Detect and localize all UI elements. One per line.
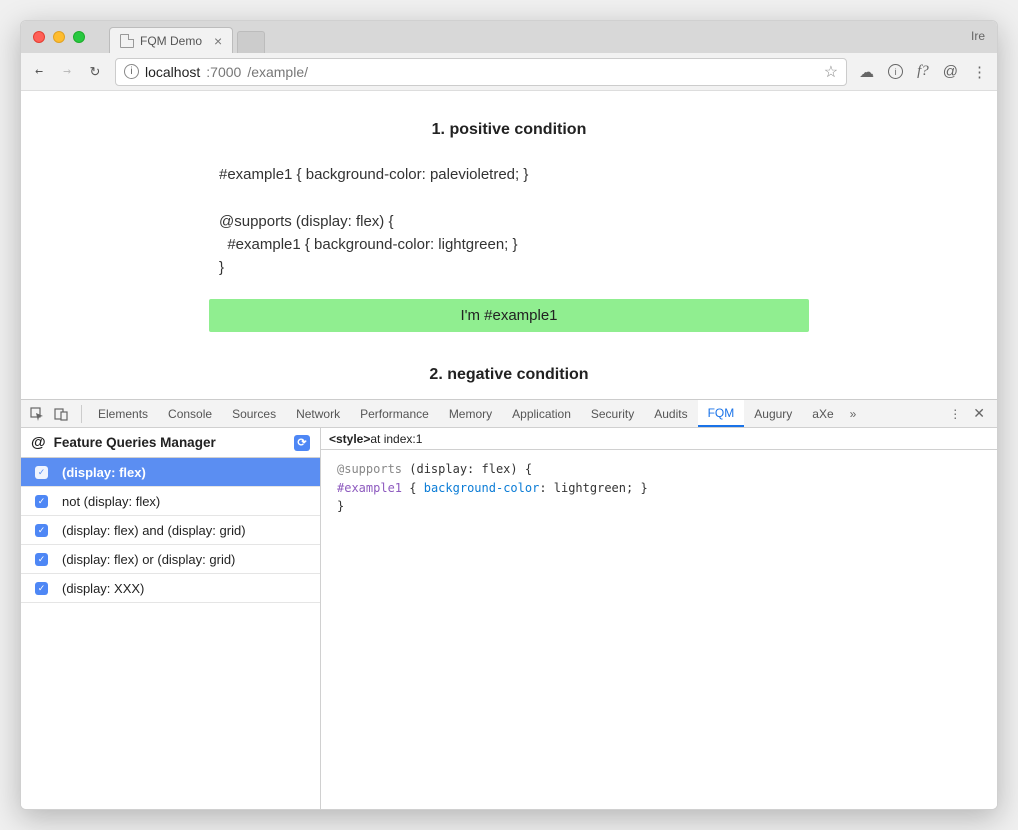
devtools-tabstrip: ElementsConsoleSourcesNetworkPerformance… bbox=[21, 400, 997, 428]
feature-query-list: ✓ (display: flex) ✓ not (display: flex) ✓ (di… bbox=[21, 458, 320, 603]
browser-toolbar: ← → ↻ i localhost :7000/example/ ☆ ☁ i f?… bbox=[21, 53, 997, 91]
browser-window: FQM Demo × Ire ← → ↻ i localhost :7000/ex… bbox=[20, 20, 998, 810]
devtools-tab-audits[interactable]: Audits bbox=[644, 400, 697, 427]
devtools-overflow-icon[interactable]: » bbox=[844, 407, 863, 421]
feature-query-row[interactable]: ✓ (display: flex) or (display: grid) bbox=[21, 545, 320, 574]
at-extension-icon[interactable]: @ bbox=[943, 63, 958, 80]
devtools-tab-application[interactable]: Application bbox=[502, 400, 581, 427]
query-label: (display: XXX) bbox=[62, 581, 144, 596]
url-port: :7000 bbox=[206, 64, 241, 80]
minimize-window-button[interactable] bbox=[53, 31, 65, 43]
url-host: localhost bbox=[145, 64, 200, 80]
close-window-button[interactable] bbox=[33, 31, 45, 43]
address-bar[interactable]: i localhost :7000/example/ ☆ bbox=[115, 58, 847, 86]
tab-title: FQM Demo bbox=[140, 34, 202, 48]
info-extension-icon[interactable]: i bbox=[888, 64, 903, 79]
fqm-source-pane: <style> at index:1 @supports (display: f… bbox=[321, 428, 997, 809]
page-icon bbox=[120, 34, 134, 48]
devtools-tab-security[interactable]: Security bbox=[581, 400, 644, 427]
maximize-window-button[interactable] bbox=[73, 31, 85, 43]
devtools-close-icon[interactable]: ✕ bbox=[967, 405, 991, 422]
devtools-tab-fqm[interactable]: FQM bbox=[698, 400, 745, 427]
fqm-header: @ Feature Queries Manager ⟳ bbox=[21, 428, 320, 458]
section-2-title: 2. negative condition bbox=[21, 366, 997, 384]
site-info-icon[interactable]: i bbox=[124, 64, 139, 79]
refresh-button[interactable]: ⟳ bbox=[294, 435, 310, 451]
browser-tab-active[interactable]: FQM Demo × bbox=[109, 27, 233, 53]
bookmark-icon[interactable]: ☆ bbox=[824, 62, 838, 82]
devtools-tab-memory[interactable]: Memory bbox=[439, 400, 502, 427]
example1-box: I'm #example1 bbox=[209, 299, 809, 332]
query-label: (display: flex) bbox=[62, 465, 146, 480]
example1-text: I'm #example1 bbox=[460, 307, 557, 324]
browser-menu-icon[interactable]: ⋮ bbox=[972, 63, 987, 81]
query-checkbox[interactable]: ✓ bbox=[35, 553, 48, 566]
devtools-tab-augury[interactable]: Augury bbox=[744, 400, 802, 427]
url-path: /example/ bbox=[247, 64, 308, 80]
source-header: <style> at index:1 bbox=[321, 428, 997, 450]
inspect-element-icon[interactable] bbox=[27, 404, 47, 424]
devtools-menu-icon[interactable]: ⋮ bbox=[943, 407, 967, 421]
devtools-tab-elements[interactable]: Elements bbox=[88, 400, 158, 427]
cloud-icon[interactable]: ☁ bbox=[859, 63, 874, 81]
devtools-tab-network[interactable]: Network bbox=[286, 400, 350, 427]
profile-label[interactable]: Ire bbox=[971, 29, 985, 43]
devtools-tab-console[interactable]: Console bbox=[158, 400, 222, 427]
feature-query-row[interactable]: ✓ (display: XXX) bbox=[21, 574, 320, 603]
devtools-tab-sources[interactable]: Sources bbox=[222, 400, 286, 427]
close-tab-icon[interactable]: × bbox=[214, 33, 222, 49]
page-content: 1. positive condition #example1 { backgr… bbox=[21, 91, 997, 399]
code-sample-1: #example1 { background-color: paleviolet… bbox=[219, 163, 799, 279]
query-checkbox[interactable]: ✓ bbox=[35, 524, 48, 537]
source-suffix: at index:1 bbox=[370, 432, 422, 446]
new-tab-button[interactable] bbox=[237, 31, 265, 53]
query-checkbox[interactable]: ✓ bbox=[35, 466, 48, 479]
at-icon: @ bbox=[31, 434, 46, 451]
device-toggle-icon[interactable] bbox=[51, 404, 71, 424]
devtools-body: @ Feature Queries Manager ⟳ ✓ (display: f… bbox=[21, 428, 997, 809]
devtools-tab-performance[interactable]: Performance bbox=[350, 400, 439, 427]
feature-query-row[interactable]: ✓ (display: flex) and (display: grid) bbox=[21, 516, 320, 545]
fqm-title: Feature Queries Manager bbox=[54, 435, 216, 450]
devtools: ElementsConsoleSourcesNetworkPerformance… bbox=[21, 399, 997, 809]
query-checkbox[interactable]: ✓ bbox=[35, 582, 48, 595]
query-label: (display: flex) or (display: grid) bbox=[62, 552, 235, 567]
query-checkbox[interactable]: ✓ bbox=[35, 495, 48, 508]
titlebar: FQM Demo × Ire bbox=[21, 21, 997, 53]
feature-query-row[interactable]: ✓ not (display: flex) bbox=[21, 487, 320, 516]
reload-button[interactable]: ↻ bbox=[87, 64, 103, 80]
devtools-tab-axe[interactable]: aXe bbox=[802, 400, 843, 427]
query-label: (display: flex) and (display: grid) bbox=[62, 523, 246, 538]
forward-button[interactable]: → bbox=[59, 64, 75, 80]
extension-icons: ☁ i f? @ ⋮ bbox=[859, 63, 987, 81]
source-tag: <style> bbox=[329, 432, 370, 446]
f-extension-icon[interactable]: f? bbox=[917, 63, 929, 80]
back-button[interactable]: ← bbox=[31, 64, 47, 80]
source-code: @supports (display: flex) { #example1 { … bbox=[321, 450, 997, 526]
window-controls bbox=[33, 31, 85, 43]
fqm-sidebar: @ Feature Queries Manager ⟳ ✓ (display: f… bbox=[21, 428, 321, 809]
feature-query-row[interactable]: ✓ (display: flex) bbox=[21, 458, 320, 487]
section-1-title: 1. positive condition bbox=[21, 121, 997, 139]
query-label: not (display: flex) bbox=[62, 494, 160, 509]
browser-tabs: FQM Demo × bbox=[109, 21, 265, 53]
